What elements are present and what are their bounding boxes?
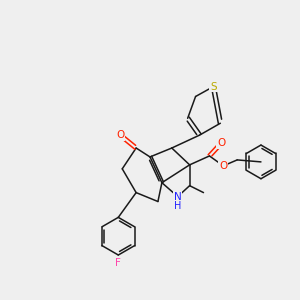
Text: O: O: [116, 130, 124, 140]
Text: S: S: [210, 82, 217, 92]
Text: H: H: [174, 202, 182, 212]
Text: N: N: [174, 192, 182, 202]
Text: F: F: [116, 258, 121, 268]
Text: O: O: [217, 138, 226, 148]
Text: O: O: [219, 161, 227, 171]
